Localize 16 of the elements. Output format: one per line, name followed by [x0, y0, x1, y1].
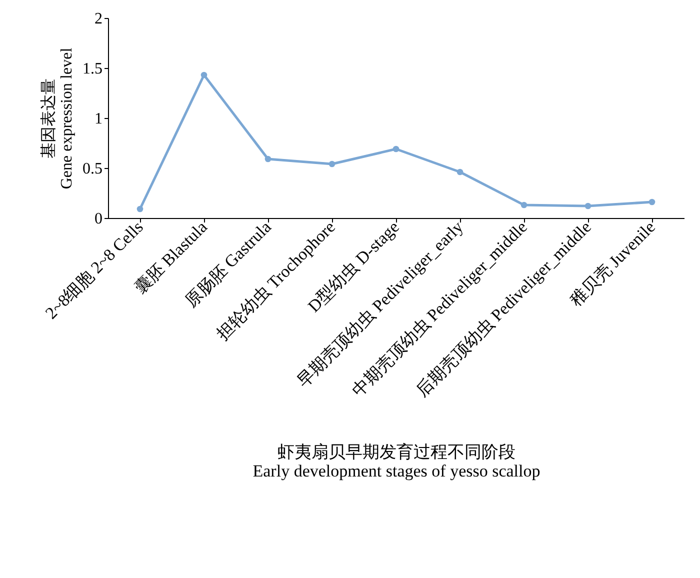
- point: [456, 168, 464, 176]
- y-tick-label: 1.5: [82, 60, 102, 78]
- point: [392, 146, 400, 152]
- y-axis-title: 基因表达量 Gene expression level: [40, 47, 76, 190]
- x-axis-title: 虾夷扇贝早期发育过程不同阶段 Early development stages of yesso scallop: [252, 442, 540, 480]
- point: [584, 202, 592, 210]
- y-tick-label: 1: [94, 110, 102, 128]
- y-tick-label: 0: [94, 210, 102, 228]
- point: [264, 156, 272, 162]
- point: [328, 160, 336, 168]
- y-tick-label: 2: [94, 10, 102, 28]
- point: [520, 202, 528, 208]
- point: [200, 72, 208, 78]
- point: [136, 206, 144, 212]
- y-tick-label: 0.5: [82, 160, 102, 178]
- point: [648, 198, 656, 206]
